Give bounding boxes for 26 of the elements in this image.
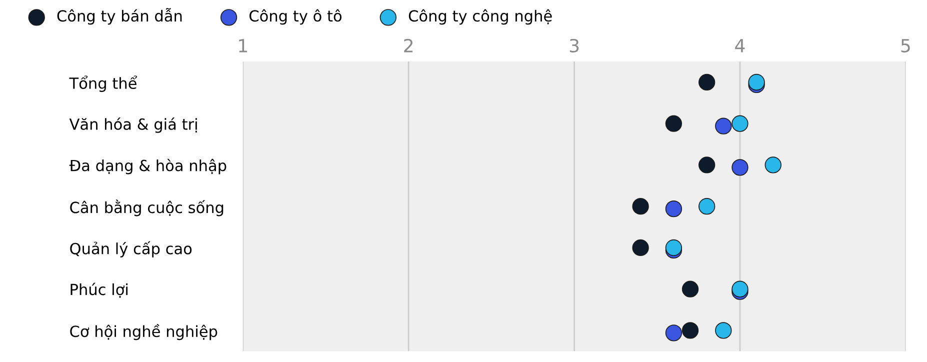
y-tick-label: Cơ hội nghề nghiệp [70, 324, 218, 340]
y-tick-label: Quản lý cấp cao [70, 241, 192, 258]
point [715, 322, 732, 339]
legend-label: Công ty công nghệ [408, 9, 552, 25]
x-tick-label: 1 [239, 39, 247, 52]
point [632, 239, 649, 256]
y-tick-label: Tổng thể [69, 76, 138, 92]
point [632, 198, 649, 215]
point [682, 322, 699, 339]
y-tick-label: Đa dạng & hòa nhập [69, 158, 226, 174]
legend-label: Công ty ô tô [250, 9, 342, 25]
x-tick-label: 2 [404, 38, 413, 52]
legend-label: Công ty bán dẫn [57, 8, 182, 25]
point [682, 280, 699, 298]
point [732, 115, 748, 132]
y-tick-label: Cân bằng cuộc sống [70, 200, 224, 216]
x-tick-label: 4 [735, 39, 745, 52]
point [698, 156, 716, 174]
y-tick-label: Văn hóa & giá trị [69, 117, 197, 133]
x-tick-label: 3 [570, 38, 579, 52]
point [698, 74, 716, 91]
point [764, 156, 782, 174]
y-tick-label: Phúc lợi [70, 282, 128, 298]
point [698, 198, 716, 215]
point [665, 115, 682, 132]
x-tick-label: 5 [901, 39, 910, 52]
